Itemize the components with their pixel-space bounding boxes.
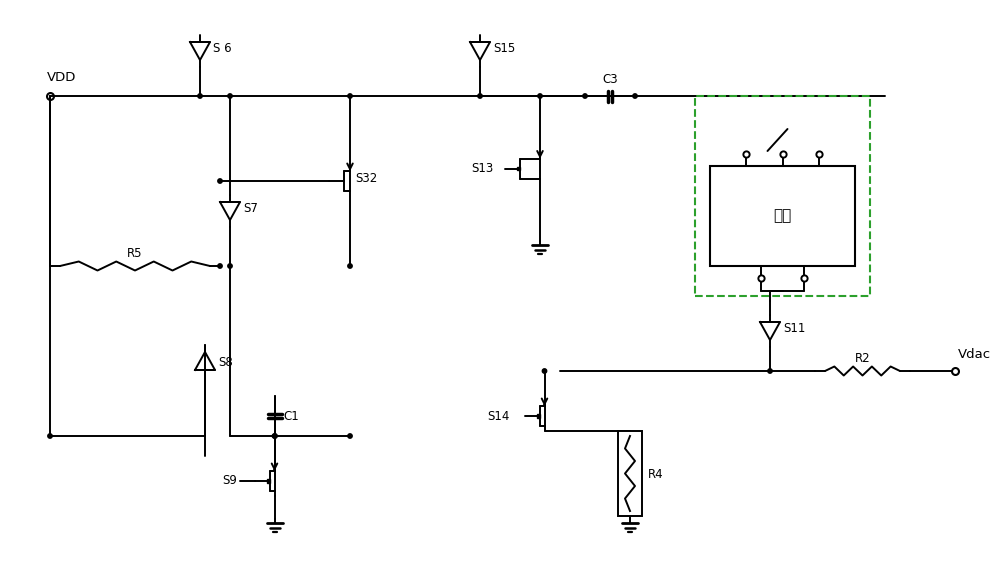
Circle shape: [633, 94, 637, 98]
Circle shape: [348, 434, 352, 438]
Bar: [710, 166, 855, 266]
Circle shape: [478, 94, 482, 98]
Circle shape: [348, 264, 352, 268]
Text: R2: R2: [855, 352, 870, 365]
Circle shape: [273, 434, 277, 438]
Circle shape: [218, 179, 222, 183]
Circle shape: [272, 434, 277, 438]
Text: C1: C1: [283, 410, 299, 423]
Circle shape: [348, 94, 352, 98]
Circle shape: [228, 264, 232, 268]
Text: S14: S14: [488, 410, 510, 423]
Text: C3: C3: [602, 73, 618, 86]
Text: R5: R5: [127, 247, 143, 260]
Bar: [537, 414, 540, 418]
Text: S8: S8: [218, 357, 233, 369]
Bar: [618, 431, 642, 516]
Text: S7: S7: [243, 203, 258, 215]
Circle shape: [228, 94, 232, 98]
Bar: [517, 166, 520, 170]
Text: 心室: 心室: [773, 209, 792, 223]
Text: S 6: S 6: [213, 43, 232, 55]
Circle shape: [768, 369, 772, 373]
Bar: [267, 479, 270, 483]
Text: S15: S15: [493, 43, 515, 55]
Text: S11: S11: [783, 323, 805, 335]
Text: R4: R4: [648, 468, 664, 482]
Text: S13: S13: [471, 162, 493, 175]
Text: VDD: VDD: [47, 71, 76, 84]
Circle shape: [538, 94, 542, 98]
Circle shape: [198, 94, 202, 98]
Circle shape: [583, 94, 587, 98]
Circle shape: [218, 264, 222, 268]
Circle shape: [48, 434, 52, 438]
Circle shape: [542, 369, 547, 373]
Text: Vdac: Vdac: [958, 348, 991, 361]
Bar: [695, 96, 870, 296]
Text: S9: S9: [222, 475, 237, 487]
Text: S32: S32: [355, 172, 377, 184]
